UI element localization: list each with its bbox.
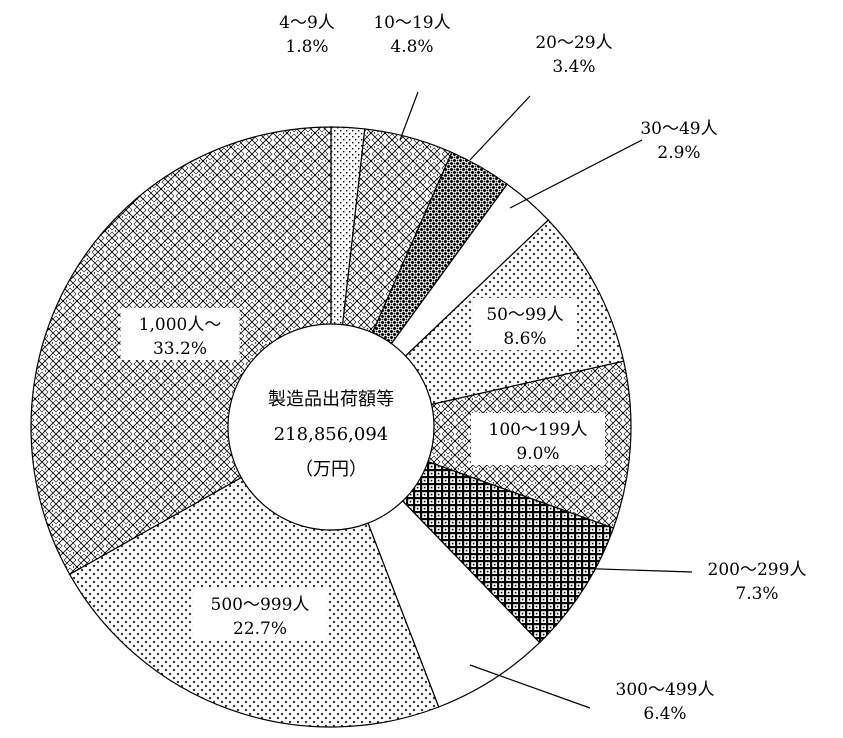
slice-label: 20～29人 3.4% [535, 33, 612, 77]
slice-category-label: 50～99人 [486, 305, 563, 325]
slice-category-label: 300～499人 [616, 680, 715, 700]
slice-category-label: 20～29人 [535, 33, 612, 53]
slice-label: 30～49人 2.9% [640, 119, 717, 163]
slice-label: 300～499人 6.4% [616, 680, 715, 724]
slice-category-label: 30～49人 [640, 119, 717, 139]
label-background [193, 588, 327, 640]
label-background [473, 298, 577, 350]
slice-percent-label: 8.6% [503, 329, 546, 349]
slice-label: 100～199人 9.0% [471, 413, 605, 465]
slice-percent-label: 1.8% [285, 37, 328, 57]
slice-category-label: 10～19人 [373, 13, 450, 33]
slice-percent-label: 9.0% [516, 444, 559, 464]
slice-label: 50～99人 8.6% [473, 298, 577, 350]
slice-percent-label: 22.7% [233, 619, 287, 639]
center-value: 218,856,094 [274, 424, 389, 445]
slice-category-label: 100～199人 [489, 420, 588, 440]
slice-percent-label: 7.3% [735, 584, 778, 604]
slice-percent-label: 4.8% [390, 37, 433, 57]
slice-percent-label: 3.4% [552, 57, 595, 77]
donut-hole [227, 323, 435, 531]
slice-label: 4～9人 1.8% [279, 13, 335, 57]
center-title: 製造品出荷額等 [268, 389, 394, 410]
leader-line [399, 91, 419, 141]
slice-percent-label: 6.4% [643, 704, 686, 724]
label-background [120, 308, 240, 360]
slice-category-label: 200～299人 [708, 560, 807, 580]
slice-category-label: 4～9人 [279, 13, 335, 33]
leader-line [569, 567, 693, 573]
leader-line [509, 139, 643, 209]
slice-category-label: 500～999人 [211, 595, 310, 615]
slice-percent-label: 2.9% [657, 143, 700, 163]
slice-category-label: 1,000人～ [139, 315, 222, 335]
slice-label: 200～299人 7.3% [708, 560, 807, 604]
leader-line [469, 95, 531, 161]
slice-label: 1,000人～ 33.2% [120, 308, 240, 360]
slice-label: 10～19人 4.8% [373, 13, 450, 57]
leader-line [469, 664, 591, 709]
slice-percent-label: 33.2% [153, 339, 207, 359]
leader-lines-group [399, 91, 693, 709]
center-unit: （万円） [295, 459, 367, 480]
labels-group: 4～9人 1.8% 10～19人 4.8% 20～29人 3.4% 30～49人 2.9% 50… [120, 13, 807, 724]
slice-label: 500～999人 22.7% [193, 588, 327, 640]
label-background [471, 413, 605, 465]
